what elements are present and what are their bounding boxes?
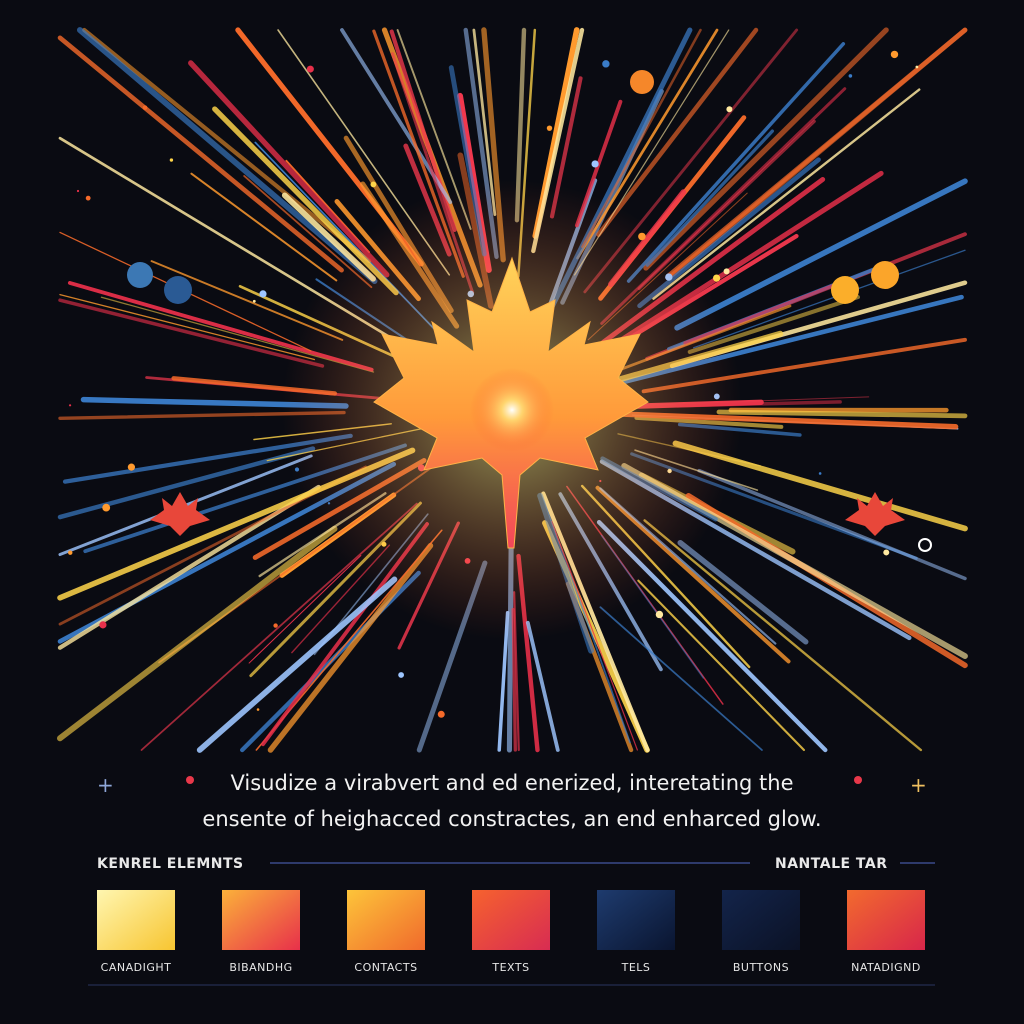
sparkle [370, 181, 377, 188]
dot [186, 776, 194, 784]
swatch-label: TELS [621, 961, 651, 974]
sparkle [726, 106, 733, 113]
sparkle [68, 550, 73, 555]
ray [716, 409, 968, 419]
ray [76, 27, 378, 285]
color-swatch [222, 890, 300, 950]
ray [190, 172, 338, 282]
sparkle [127, 463, 136, 471]
ray [525, 620, 560, 752]
swatch-label: BIBANDHG [229, 961, 292, 974]
color-swatch [847, 890, 925, 950]
swatch-label: CANADIGHT [101, 961, 172, 974]
ray [57, 35, 344, 273]
ray [697, 468, 967, 581]
small-leaf [845, 492, 905, 536]
dot [127, 262, 153, 288]
sparkle [259, 290, 267, 298]
sparkle [142, 105, 148, 110]
ray [652, 88, 921, 300]
section-title: KENREL ELEMNTS [97, 856, 244, 872]
sparkle [306, 65, 314, 73]
plus: + [97, 773, 114, 797]
sparkle [398, 672, 405, 678]
ray [643, 519, 923, 752]
dot [630, 70, 654, 94]
ray [59, 293, 316, 361]
sparkle [68, 404, 72, 407]
swatch-label: BUTTONS [733, 961, 789, 974]
leaf-glow [470, 368, 554, 452]
ray [57, 525, 338, 742]
ray [196, 576, 398, 753]
swatch-label: CONTACTS [354, 961, 417, 974]
ray [248, 555, 362, 664]
ray [643, 27, 889, 271]
sparkle [546, 125, 553, 131]
sparkle [818, 472, 822, 475]
ray [677, 539, 809, 645]
sparkle [273, 623, 278, 628]
dot [854, 776, 862, 784]
sparkle [85, 195, 91, 201]
section-aside: NANTALE TAR [775, 856, 888, 872]
ray [599, 606, 763, 751]
sparkle [169, 158, 174, 162]
ray [637, 579, 806, 752]
caption-line: ensente of heighacced constractes, an en… [202, 807, 821, 831]
sparkle [102, 503, 111, 512]
sparkle [723, 268, 730, 275]
sparkle [712, 274, 721, 282]
plus: + [910, 773, 927, 797]
caption-line: Visudize a virabvert and ed enerized, in… [231, 771, 794, 795]
sparkle [252, 299, 256, 303]
sparkle [256, 708, 260, 711]
color-swatch [597, 890, 675, 950]
color-swatch [472, 890, 550, 950]
dot [164, 276, 192, 304]
sparkle [591, 160, 599, 168]
swatches: CANADIGHT BIBANDHG CONTACTS TEXTS TELS BUTTON… [97, 890, 925, 974]
dot [871, 261, 899, 289]
ray [693, 249, 966, 349]
sparkle [848, 74, 853, 78]
small-leaf [150, 492, 210, 536]
sparkle [915, 65, 919, 69]
sparkle [99, 621, 107, 629]
swatch-label: TEXTS [491, 961, 529, 974]
ray [188, 60, 390, 278]
ray [674, 178, 968, 331]
sparkle [437, 710, 445, 718]
swatch-label: NATADIGND [851, 961, 921, 974]
dot [831, 276, 859, 304]
sparkle [883, 549, 890, 556]
ring [918, 538, 932, 552]
color-swatch [347, 890, 425, 950]
ray [665, 27, 968, 279]
sparkle [890, 50, 899, 59]
ray [82, 27, 372, 264]
ray [58, 298, 325, 368]
color-swatch [97, 890, 175, 950]
sparkle [76, 189, 80, 193]
ray [596, 27, 759, 237]
sparkle [655, 610, 664, 619]
color-swatch [722, 890, 800, 950]
sparkle [602, 60, 610, 68]
